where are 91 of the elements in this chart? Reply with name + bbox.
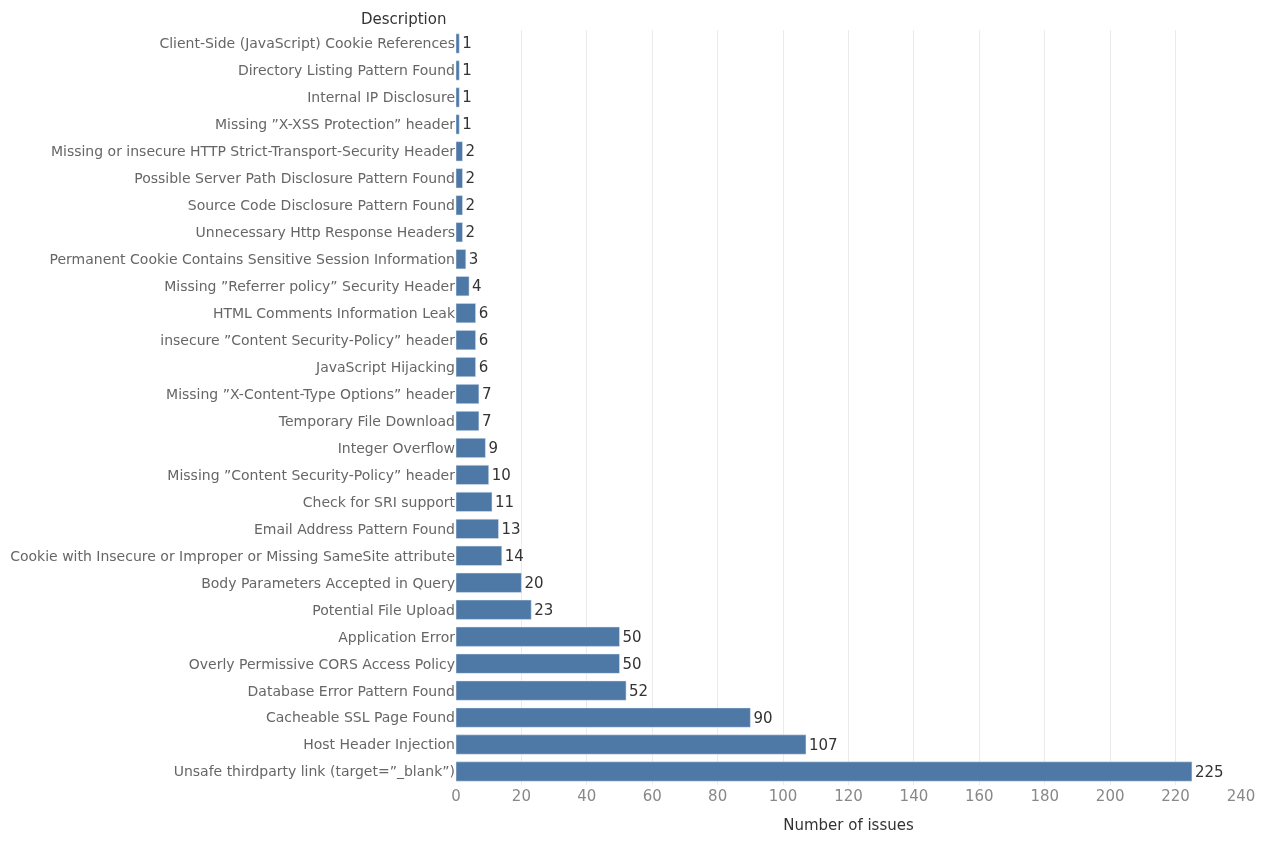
x-tick-label: 220 — [1161, 787, 1190, 805]
x-tick-label: 160 — [965, 787, 994, 805]
y-tick-label: Internal IP Disclosure — [307, 89, 455, 106]
data-label: 6 — [478, 304, 489, 323]
bar — [456, 437, 486, 458]
data-label: 2 — [465, 196, 476, 215]
y-tick-label: Missing ”X-Content-Type Options” header — [166, 385, 456, 402]
x-tick-label: 180 — [1030, 787, 1060, 805]
y-tick-label: Database Error Pattern Found — [247, 682, 455, 699]
data-label: 2 — [465, 142, 476, 161]
data-label: 52 — [629, 681, 649, 700]
y-tick-label: Unnecessary Http Response Headers — [195, 224, 455, 241]
bar — [456, 357, 476, 378]
data-label: 2 — [465, 169, 476, 188]
y-tick-label: Application Error — [338, 628, 456, 645]
y-tick-label: Email Address Pattern Found — [253, 520, 455, 537]
y-tick-label: Potential File Upload — [312, 601, 455, 618]
data-label: 14 — [504, 546, 524, 565]
bar — [456, 195, 463, 216]
y-tick-label: Overly Permissive CORS Access Policy — [188, 655, 455, 672]
y-tick-label: Unsafe thirdparty link (target=”_blank”) — [173, 763, 455, 780]
data-label: 6 — [478, 358, 489, 377]
data-label: 11 — [494, 492, 515, 511]
data-label: 9 — [488, 438, 498, 457]
bar — [456, 330, 476, 351]
data-label: 50 — [622, 654, 642, 673]
bar — [456, 168, 463, 189]
data-label: 90 — [753, 708, 773, 727]
y-tick-label: Missing ”Referrer policy” Security Header — [164, 278, 456, 295]
x-tick-label: 40 — [577, 787, 597, 805]
y-tick-label: Cacheable SSL Page Found — [265, 709, 455, 726]
bar — [456, 464, 489, 485]
y-tick-label: Missing ”X-XSS Protection” header — [214, 116, 456, 133]
y-tick-label: Client-Side (JavaScript) Cookie References — [159, 35, 455, 52]
y-tick-label: Cookie with Insecure or Improper or Missing SameSite attribute — [10, 547, 455, 564]
bar — [456, 114, 460, 135]
y-tick-label: Directory Listing Pattern Found — [237, 62, 455, 79]
y-tick-label: Source Code Disclosure Pattern Found — [187, 197, 455, 214]
y-axis-title: Description — [361, 10, 447, 28]
y-tick-label: Temporary File Download — [277, 412, 455, 429]
y-tick-label: Check for SRI support — [302, 493, 456, 510]
bar — [456, 222, 463, 243]
bar — [456, 276, 470, 297]
bar — [456, 87, 460, 108]
y-tick-label: JavaScript Hijacking — [315, 358, 455, 375]
bar — [456, 491, 493, 512]
y-tick-label: HTML Comments Information Leak — [212, 305, 456, 322]
data-label: 1 — [462, 88, 472, 107]
data-label: 7 — [481, 411, 492, 430]
x-axis-title: Number of issues — [783, 816, 914, 834]
data-label: 6 — [478, 331, 489, 350]
x-tick-label: 20 — [511, 787, 531, 805]
x-tick-label: 60 — [642, 787, 662, 805]
bar — [456, 60, 460, 81]
data-label: 13 — [501, 519, 521, 538]
bar — [456, 303, 476, 324]
bar — [456, 141, 463, 162]
y-tick-label: Missing ”Content Security-Policy” header — [167, 466, 456, 483]
data-label: 3 — [468, 250, 479, 269]
bar — [456, 518, 499, 539]
data-label: 20 — [524, 573, 544, 592]
y-tick-label: insecure ”Content Security-Policy” header — [160, 331, 456, 348]
y-tick-label: Permanent Cookie Contains Sensitive Session Information — [49, 251, 455, 268]
bar — [456, 249, 467, 270]
y-tick-label: Possible Server Path Disclosure Pattern Found — [134, 170, 455, 187]
data-label: 1 — [462, 115, 472, 134]
x-tick-label: 100 — [768, 787, 798, 805]
x-tick-label: 140 — [899, 787, 929, 805]
x-tick-label: 80 — [708, 787, 728, 805]
data-label: 4 — [472, 277, 482, 296]
y-tick-label: Missing or insecure HTTP Strict-Transport-Security Header — [50, 143, 456, 160]
y-tick-label: Host Header Injection — [303, 736, 455, 753]
bar — [456, 384, 480, 404]
data-label: 107 — [808, 735, 838, 754]
data-label: 225 — [1194, 762, 1224, 781]
data-label: 50 — [622, 627, 642, 646]
data-label: 2 — [465, 223, 476, 242]
x-tick-label: 200 — [1095, 787, 1125, 805]
data-label: 1 — [462, 61, 472, 80]
y-tick-label: Body Parameters Accepted in Query — [201, 574, 455, 591]
x-tick-label: 240 — [1226, 787, 1256, 805]
bar — [456, 411, 480, 431]
data-label: 1 — [462, 34, 472, 53]
y-tick-label: Integer Overflow — [337, 439, 455, 456]
bar — [456, 33, 460, 54]
bar — [456, 545, 503, 566]
x-tick-label: 120 — [834, 787, 863, 805]
x-tick-label: 0 — [451, 787, 461, 805]
data-label: 7 — [481, 385, 492, 404]
data-label: 23 — [534, 600, 554, 619]
data-label: 10 — [491, 465, 511, 484]
